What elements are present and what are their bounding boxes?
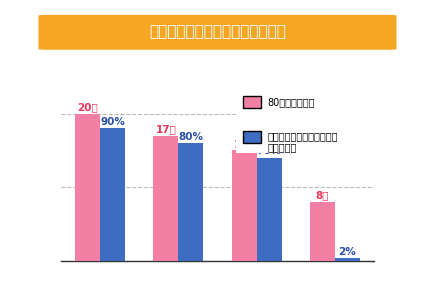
Text: 受ける割合: 受ける割合 — [267, 142, 296, 152]
Text: 8本: 8本 — [315, 191, 328, 201]
Bar — [231, 151, 256, 261]
Text: 国別定期検診と残存歯数のグラフ: 国別定期検診と残存歯数のグラフ — [149, 24, 285, 39]
Text: 70%: 70% — [256, 146, 281, 156]
Text: 80%: 80% — [178, 132, 203, 142]
Bar — [153, 136, 178, 261]
Bar — [178, 143, 203, 261]
Text: 2%: 2% — [338, 246, 355, 257]
Bar — [100, 128, 125, 261]
Bar — [334, 258, 359, 261]
FancyBboxPatch shape — [242, 96, 261, 108]
Text: 20本: 20本 — [77, 102, 98, 112]
Text: 17本: 17本 — [155, 124, 176, 134]
Text: 15本: 15本 — [233, 139, 254, 149]
FancyBboxPatch shape — [38, 15, 396, 50]
Text: 80歳の残存歯数: 80歳の残存歯数 — [267, 97, 314, 107]
Bar — [75, 114, 100, 261]
FancyBboxPatch shape — [31, 14, 403, 51]
Text: 90%: 90% — [100, 117, 125, 127]
FancyBboxPatch shape — [236, 90, 373, 153]
Text: 定期検診・クリーニングを: 定期検診・クリーニングを — [267, 131, 337, 141]
FancyBboxPatch shape — [242, 130, 261, 143]
Bar — [309, 202, 334, 261]
Bar — [256, 158, 281, 261]
